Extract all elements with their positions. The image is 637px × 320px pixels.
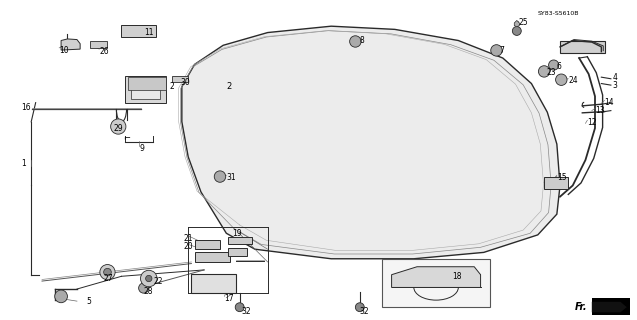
Bar bbox=[122, 25, 157, 37]
Ellipse shape bbox=[512, 27, 521, 36]
Text: 22: 22 bbox=[154, 277, 162, 286]
Ellipse shape bbox=[548, 60, 559, 70]
Polygon shape bbox=[392, 267, 480, 287]
Polygon shape bbox=[182, 26, 560, 259]
Text: 13: 13 bbox=[595, 106, 605, 115]
Ellipse shape bbox=[214, 171, 225, 182]
Text: 18: 18 bbox=[452, 272, 461, 281]
Bar bbox=[560, 41, 605, 53]
Text: 27: 27 bbox=[104, 274, 113, 283]
Bar bbox=[128, 77, 166, 90]
Ellipse shape bbox=[111, 119, 126, 134]
Text: 20: 20 bbox=[183, 242, 194, 251]
Text: 19: 19 bbox=[233, 229, 242, 238]
Text: Fr.: Fr. bbox=[575, 302, 587, 312]
Text: 17: 17 bbox=[224, 294, 234, 303]
Text: 30: 30 bbox=[180, 78, 190, 87]
Ellipse shape bbox=[235, 303, 244, 312]
Ellipse shape bbox=[490, 45, 502, 56]
Ellipse shape bbox=[55, 290, 68, 303]
Text: 28: 28 bbox=[144, 287, 154, 296]
Text: 3: 3 bbox=[612, 81, 617, 90]
Text: 32: 32 bbox=[360, 307, 369, 316]
Ellipse shape bbox=[555, 74, 567, 85]
Text: 15: 15 bbox=[557, 173, 566, 182]
Text: 11: 11 bbox=[144, 28, 154, 37]
Text: 2: 2 bbox=[226, 82, 232, 91]
Text: 25: 25 bbox=[519, 19, 528, 28]
Ellipse shape bbox=[350, 36, 361, 47]
Polygon shape bbox=[61, 39, 80, 50]
Text: 4: 4 bbox=[612, 73, 617, 82]
Ellipse shape bbox=[141, 270, 157, 287]
Text: 7: 7 bbox=[499, 45, 505, 55]
Bar bbox=[194, 240, 220, 249]
Text: 32: 32 bbox=[241, 307, 250, 316]
Ellipse shape bbox=[355, 303, 364, 312]
Bar bbox=[228, 237, 252, 244]
Text: 26: 26 bbox=[99, 46, 109, 56]
Polygon shape bbox=[592, 302, 627, 312]
Bar bbox=[131, 79, 160, 100]
Text: 10: 10 bbox=[59, 45, 69, 55]
Text: 23: 23 bbox=[546, 68, 555, 77]
Bar bbox=[592, 298, 630, 316]
Text: 24: 24 bbox=[568, 76, 578, 85]
Text: 2: 2 bbox=[169, 82, 174, 91]
Bar bbox=[544, 177, 568, 189]
Ellipse shape bbox=[139, 283, 149, 293]
Text: 5: 5 bbox=[87, 297, 91, 306]
Polygon shape bbox=[514, 20, 519, 27]
Text: 16: 16 bbox=[21, 103, 31, 112]
Bar bbox=[173, 76, 188, 82]
Ellipse shape bbox=[100, 265, 115, 280]
Ellipse shape bbox=[146, 275, 152, 282]
Ellipse shape bbox=[104, 268, 111, 276]
Bar bbox=[191, 274, 236, 293]
Bar bbox=[194, 252, 229, 262]
Ellipse shape bbox=[538, 66, 550, 77]
Bar bbox=[125, 76, 166, 103]
Text: 29: 29 bbox=[114, 124, 124, 133]
Text: 6: 6 bbox=[557, 61, 562, 70]
Bar bbox=[382, 259, 490, 307]
Text: 31: 31 bbox=[226, 173, 236, 182]
Text: 9: 9 bbox=[140, 144, 144, 153]
Text: SY83-S5610B: SY83-S5610B bbox=[538, 11, 579, 16]
Bar bbox=[228, 248, 247, 256]
Text: 14: 14 bbox=[605, 98, 614, 107]
Text: ⌐: ⌐ bbox=[124, 135, 131, 144]
Bar bbox=[90, 41, 108, 48]
Text: 8: 8 bbox=[360, 36, 364, 45]
Text: 12: 12 bbox=[587, 118, 597, 127]
Text: 1: 1 bbox=[21, 159, 25, 168]
Text: 21: 21 bbox=[183, 234, 193, 243]
